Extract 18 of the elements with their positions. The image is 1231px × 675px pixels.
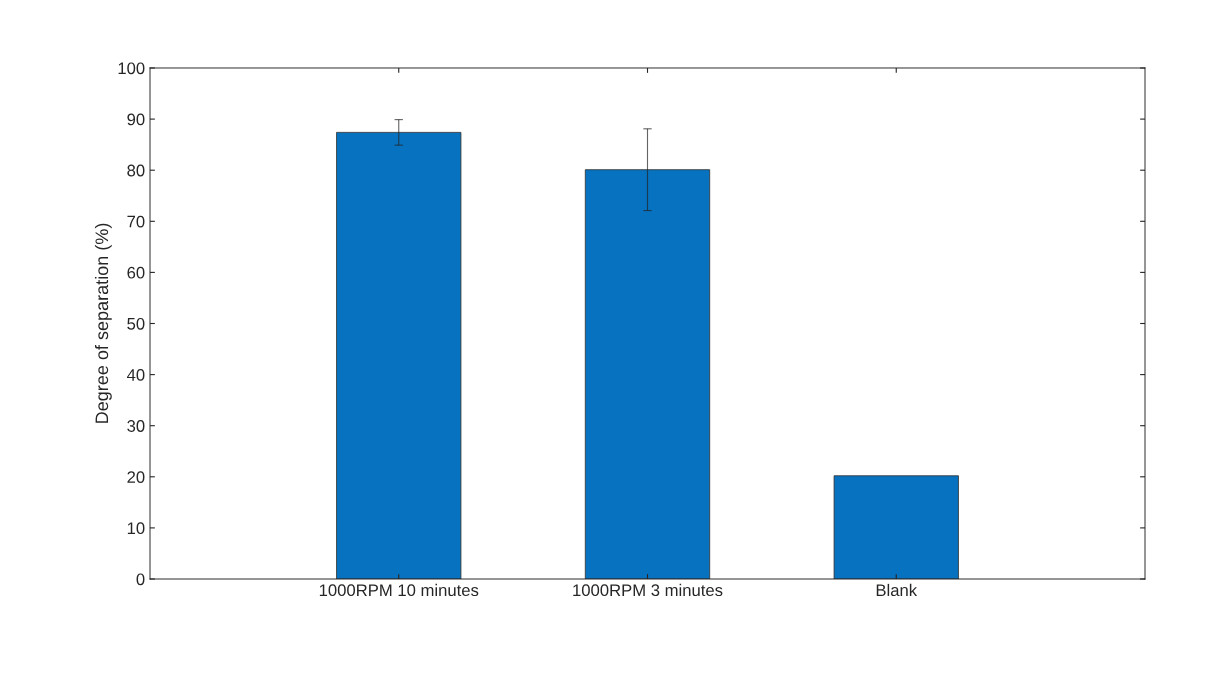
y-tick-label: 70 xyxy=(127,215,145,228)
bar xyxy=(584,169,711,579)
y-tick-label: 40 xyxy=(126,369,145,381)
y-tick-label: 60 xyxy=(127,266,145,279)
bar xyxy=(336,131,462,579)
y-tick-label: 30 xyxy=(127,420,145,432)
x-tick-label: 1000RPM 3 minutes xyxy=(573,583,723,597)
x-tick-label: 1000RPM 10 minutes xyxy=(319,583,479,597)
y-tick-label: 0 xyxy=(136,573,145,586)
y-tick-label: 50 xyxy=(127,317,145,330)
y-tick-label: 100 xyxy=(118,62,145,75)
y-tick-label: 10 xyxy=(127,522,145,535)
y-tick-label: 20 xyxy=(127,471,145,483)
y-axis-title: Degree of separation (%) xyxy=(94,223,112,423)
y-tick-label: 90 xyxy=(127,113,145,126)
x-tick-label: Blank xyxy=(876,583,918,597)
bar xyxy=(833,475,959,579)
y-tick-label: 80 xyxy=(127,164,145,177)
